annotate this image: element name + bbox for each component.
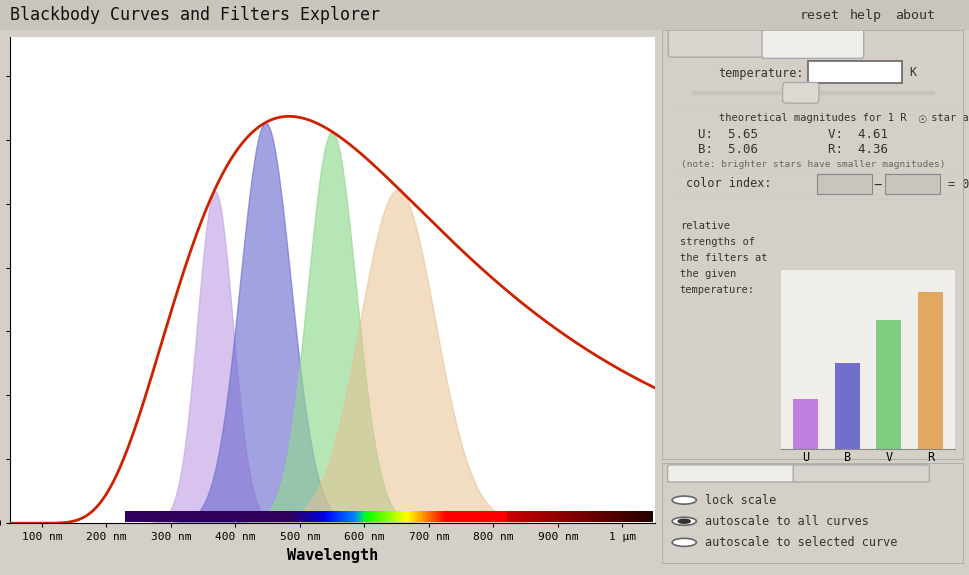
- FancyBboxPatch shape: [762, 26, 862, 59]
- Text: R:  4.36: R: 4.36: [828, 143, 887, 156]
- Text: U:  5.65: U: 5.65: [697, 128, 757, 140]
- Text: relative: relative: [679, 221, 729, 231]
- Text: temperature:: temperature:: [679, 285, 754, 295]
- Text: strengths of: strengths of: [679, 237, 754, 247]
- Circle shape: [672, 496, 696, 504]
- Text: about: about: [894, 9, 934, 21]
- Text: V: V: [900, 178, 907, 191]
- Text: B:  5.06: B: 5.06: [697, 143, 757, 156]
- Bar: [876, 320, 900, 448]
- Text: (note: brighter stars have smaller magnitudes): (note: brighter stars have smaller magni…: [680, 160, 944, 168]
- Text: the given: the given: [679, 269, 735, 279]
- Text: horizontal scale: horizontal scale: [806, 469, 915, 478]
- Text: B: B: [832, 178, 839, 191]
- FancyBboxPatch shape: [782, 82, 818, 103]
- Text: reset: reset: [799, 9, 839, 21]
- FancyBboxPatch shape: [793, 465, 928, 482]
- FancyBboxPatch shape: [667, 465, 794, 482]
- Text: lock scale: lock scale: [704, 493, 776, 507]
- Bar: [917, 292, 942, 448]
- Text: the filters at: the filters at: [679, 253, 766, 263]
- FancyBboxPatch shape: [885, 174, 939, 194]
- Bar: [691, 91, 933, 94]
- Text: −: −: [873, 177, 881, 191]
- Text: autoscale to selected curve: autoscale to selected curve: [704, 536, 897, 549]
- FancyBboxPatch shape: [668, 28, 763, 57]
- Text: curves: curves: [695, 37, 735, 48]
- Text: theoretical magnitudes for 1 R: theoretical magnitudes for 1 R: [718, 113, 906, 123]
- Bar: [793, 398, 818, 448]
- Text: color index:: color index:: [685, 178, 770, 190]
- FancyBboxPatch shape: [817, 174, 871, 194]
- Text: K: K: [909, 66, 916, 79]
- Text: ▾: ▾: [928, 179, 933, 189]
- Circle shape: [672, 518, 696, 526]
- Circle shape: [672, 538, 696, 546]
- X-axis label: Wavelength: Wavelength: [286, 548, 378, 563]
- Text: Blackbody Curves and Filters Explorer: Blackbody Curves and Filters Explorer: [10, 6, 380, 24]
- Text: temperature:: temperature:: [717, 67, 803, 79]
- Text: autoscale to all curves: autoscale to all curves: [704, 515, 868, 528]
- Text: V:  4.61: V: 4.61: [828, 128, 887, 140]
- Bar: [834, 363, 859, 448]
- Text: help: help: [849, 9, 881, 21]
- Text: vertical scale: vertical scale: [683, 469, 777, 478]
- Text: 6000: 6000: [839, 66, 869, 79]
- Circle shape: [677, 519, 690, 523]
- Text: star at 10 pc:: star at 10 pc:: [923, 113, 969, 123]
- Text: filters: filters: [789, 37, 835, 48]
- Text: = 0.45: = 0.45: [947, 178, 969, 191]
- Text: ▾: ▾: [860, 179, 865, 189]
- FancyBboxPatch shape: [807, 62, 901, 83]
- Text: ☉: ☉: [917, 116, 925, 125]
